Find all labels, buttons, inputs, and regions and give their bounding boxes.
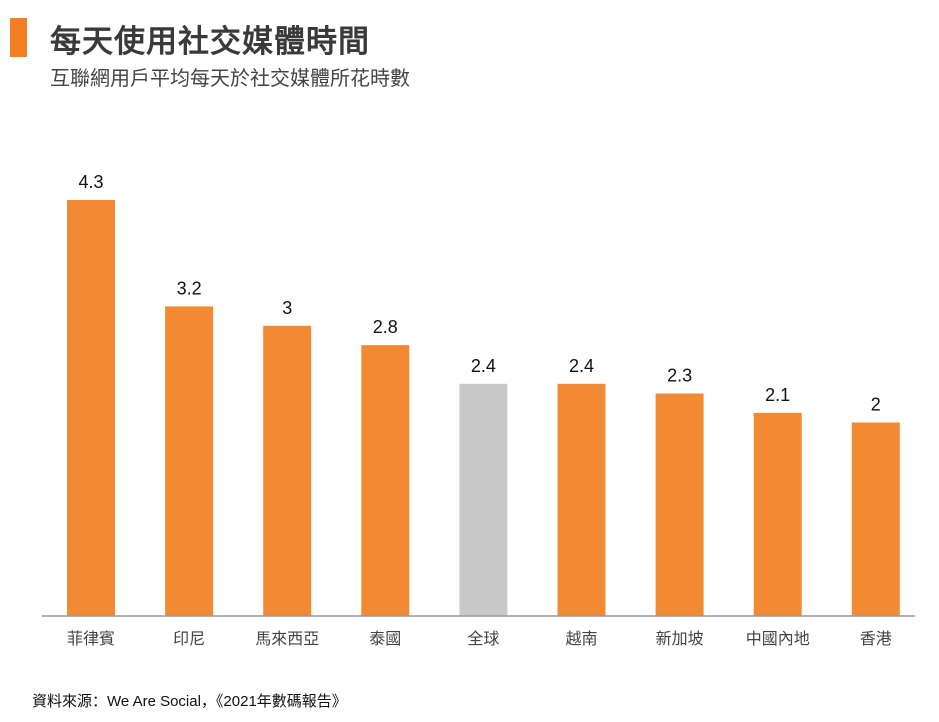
category-label: 越南 — [565, 629, 597, 648]
category-label: 中國內地 — [746, 629, 810, 648]
bar — [263, 325, 312, 616]
data-label: 2 — [871, 395, 881, 415]
bar — [557, 383, 606, 616]
data-label: 2.4 — [471, 356, 496, 376]
bar — [165, 306, 214, 616]
source-note: 資料來源：We Are Social，《2021年數碼報告》 — [32, 693, 347, 710]
category-label: 泰國 — [369, 629, 401, 648]
chart-title: 每天使用社交媒體時間 — [50, 24, 370, 60]
bar — [851, 422, 900, 616]
bar — [753, 412, 802, 616]
data-label: 3.2 — [177, 278, 202, 298]
data-label: 2.8 — [373, 317, 398, 337]
data-label: 2.3 — [667, 365, 692, 385]
title-accent-bar — [10, 18, 27, 57]
bar — [655, 393, 704, 616]
category-label: 印尼 — [173, 629, 205, 648]
category-label: 香港 — [860, 629, 892, 648]
category-label: 菲律賓 — [67, 629, 115, 648]
bar — [459, 383, 508, 616]
bar — [67, 200, 115, 616]
category-label: 全球 — [467, 629, 499, 648]
data-label: 2.4 — [569, 356, 594, 376]
data-label: 3 — [282, 298, 292, 318]
data-label: 2.1 — [765, 385, 790, 405]
chart-subtitle: 互聯網用戶平均每天於社交媒體所花時數 — [50, 66, 410, 90]
category-label: 新加坡 — [656, 629, 704, 648]
category-label: 馬來西亞 — [255, 629, 319, 648]
data-label: 4.3 — [78, 172, 103, 192]
bar — [361, 345, 410, 616]
